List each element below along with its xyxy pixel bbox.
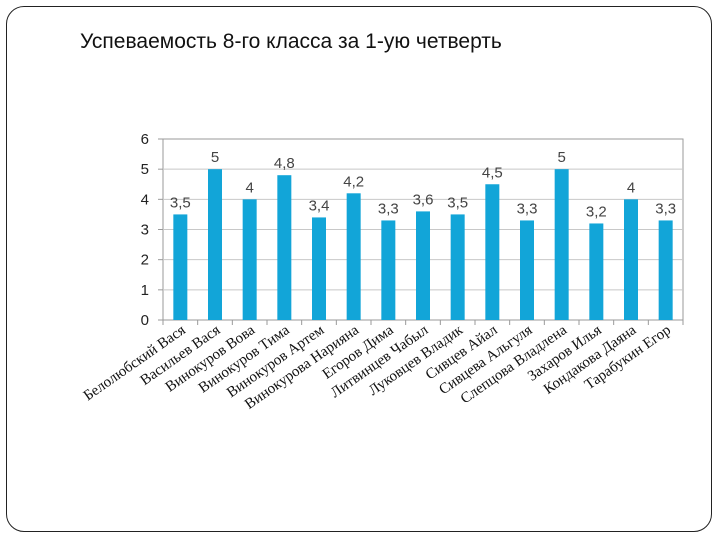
data-label: 5 [557,149,565,166]
bar [554,169,569,320]
data-label: 4 [245,179,253,196]
data-label: 3,4 [309,197,330,214]
data-label: 4 [627,179,635,196]
bar [242,199,257,320]
bar [624,199,638,320]
data-label: 4,2 [343,173,364,190]
bar [277,175,292,320]
y-tick-label: 1 [141,282,149,299]
bar [312,217,326,320]
data-label: 3,3 [378,200,399,217]
y-tick-label: 6 [141,131,149,148]
y-tick-label: 0 [141,312,149,329]
y-tick-label: 3 [141,222,149,239]
data-label: 4,8 [274,155,295,172]
bar [520,220,534,320]
data-label: 3,5 [447,194,468,211]
data-label: 3,5 [170,194,191,211]
bar [485,184,500,320]
bar [416,211,430,320]
data-label: 4,5 [482,164,503,181]
data-label: 3,2 [586,203,607,220]
data-label: 5 [211,149,219,166]
data-label: 3,6 [413,191,434,208]
data-label: 3,3 [655,200,676,217]
bar [346,193,361,320]
bar [381,220,396,320]
bar [450,214,465,320]
bar [589,223,604,320]
data-label: 3,3 [517,200,538,217]
bar [658,220,673,320]
y-tick-label: 5 [141,161,149,178]
slide-title: Успеваемость 8-го класса за 1-ую четверт… [80,30,502,53]
bar [173,214,188,320]
y-tick-label: 4 [141,191,149,208]
bar [208,169,222,320]
y-tick-label: 2 [141,252,149,269]
